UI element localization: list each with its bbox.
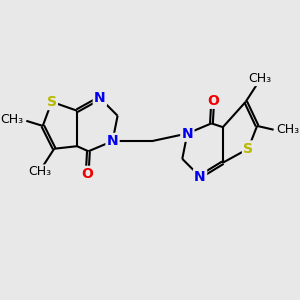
Text: N: N [107, 134, 118, 148]
Text: CH₃: CH₃ [29, 165, 52, 178]
Text: CH₃: CH₃ [1, 113, 24, 126]
Text: CH₃: CH₃ [248, 73, 271, 85]
Text: S: S [47, 95, 57, 109]
Text: N: N [194, 169, 206, 184]
Text: O: O [207, 94, 219, 107]
Text: N: N [94, 91, 106, 105]
Text: O: O [81, 167, 93, 181]
Text: N: N [182, 127, 193, 140]
Text: S: S [243, 142, 253, 156]
Text: CH₃: CH₃ [276, 123, 299, 136]
